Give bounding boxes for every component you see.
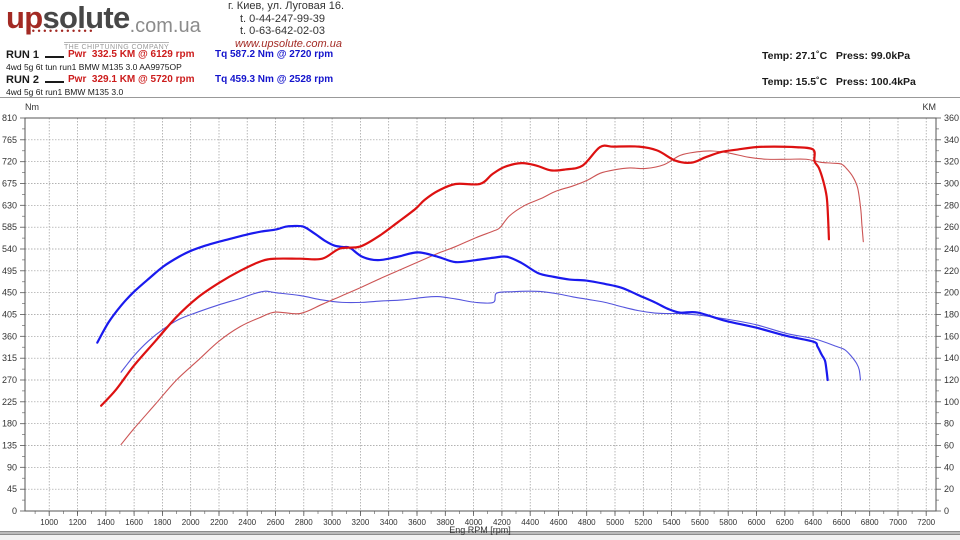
svg-text:160: 160 xyxy=(944,331,959,341)
svg-text:405: 405 xyxy=(2,310,17,320)
svg-text:3600: 3600 xyxy=(408,518,426,527)
svg-text:280: 280 xyxy=(944,200,959,210)
svg-text:Eng RPM [rpm]: Eng RPM [rpm] xyxy=(449,525,511,535)
svg-text:3200: 3200 xyxy=(352,518,370,527)
svg-text:135: 135 xyxy=(2,441,17,451)
svg-text:585: 585 xyxy=(2,222,17,232)
svg-text:40: 40 xyxy=(944,462,954,472)
svg-text:20: 20 xyxy=(944,484,954,494)
svg-text:45: 45 xyxy=(7,484,17,494)
svg-text:90: 90 xyxy=(7,462,17,472)
svg-text:200: 200 xyxy=(944,288,959,298)
svg-text:765: 765 xyxy=(2,135,17,145)
svg-text:0: 0 xyxy=(944,506,949,516)
svg-text:320: 320 xyxy=(944,157,959,167)
svg-text:4400: 4400 xyxy=(521,518,539,527)
svg-text:5600: 5600 xyxy=(691,518,709,527)
svg-text:240: 240 xyxy=(944,244,959,254)
svg-text:6400: 6400 xyxy=(804,518,822,527)
svg-text:2200: 2200 xyxy=(210,518,228,527)
svg-text:2000: 2000 xyxy=(182,518,200,527)
svg-text:315: 315 xyxy=(2,353,17,363)
svg-text:80: 80 xyxy=(944,419,954,429)
svg-text:Nm: Nm xyxy=(25,102,39,112)
svg-text:4600: 4600 xyxy=(550,518,568,527)
svg-text:495: 495 xyxy=(2,266,17,276)
svg-text:6600: 6600 xyxy=(833,518,851,527)
svg-text:1600: 1600 xyxy=(125,518,143,527)
svg-text:360: 360 xyxy=(944,113,959,123)
svg-text:KM: KM xyxy=(923,102,937,112)
svg-text:220: 220 xyxy=(944,266,959,276)
svg-text:1200: 1200 xyxy=(69,518,87,527)
svg-text:180: 180 xyxy=(2,419,17,429)
svg-text:450: 450 xyxy=(2,288,17,298)
svg-text:60: 60 xyxy=(944,441,954,451)
svg-text:6000: 6000 xyxy=(748,518,766,527)
svg-text:6200: 6200 xyxy=(776,518,794,527)
svg-text:5000: 5000 xyxy=(606,518,624,527)
svg-text:7200: 7200 xyxy=(917,518,935,527)
svg-text:1000: 1000 xyxy=(40,518,58,527)
svg-text:120: 120 xyxy=(944,375,959,385)
svg-text:1800: 1800 xyxy=(154,518,172,527)
svg-text:300: 300 xyxy=(944,179,959,189)
svg-text:4800: 4800 xyxy=(578,518,596,527)
svg-text:630: 630 xyxy=(2,200,17,210)
svg-text:7000: 7000 xyxy=(889,518,907,527)
svg-text:6800: 6800 xyxy=(861,518,879,527)
svg-text:540: 540 xyxy=(2,244,17,254)
svg-text:140: 140 xyxy=(944,353,959,363)
svg-text:5400: 5400 xyxy=(663,518,681,527)
svg-text:675: 675 xyxy=(2,179,17,189)
svg-text:1400: 1400 xyxy=(97,518,115,527)
svg-text:5800: 5800 xyxy=(719,518,737,527)
svg-text:270: 270 xyxy=(2,375,17,385)
svg-text:720: 720 xyxy=(2,157,17,167)
svg-text:100: 100 xyxy=(944,397,959,407)
svg-text:180: 180 xyxy=(944,310,959,320)
svg-text:260: 260 xyxy=(944,222,959,232)
svg-text:810: 810 xyxy=(2,113,17,123)
svg-text:2800: 2800 xyxy=(295,518,313,527)
svg-text:360: 360 xyxy=(2,331,17,341)
svg-text:0: 0 xyxy=(12,506,17,516)
svg-text:2400: 2400 xyxy=(238,518,256,527)
svg-text:3000: 3000 xyxy=(323,518,341,527)
svg-text:225: 225 xyxy=(2,397,17,407)
svg-text:2600: 2600 xyxy=(267,518,285,527)
svg-text:3400: 3400 xyxy=(380,518,398,527)
svg-text:5200: 5200 xyxy=(634,518,652,527)
svg-text:340: 340 xyxy=(944,135,959,145)
